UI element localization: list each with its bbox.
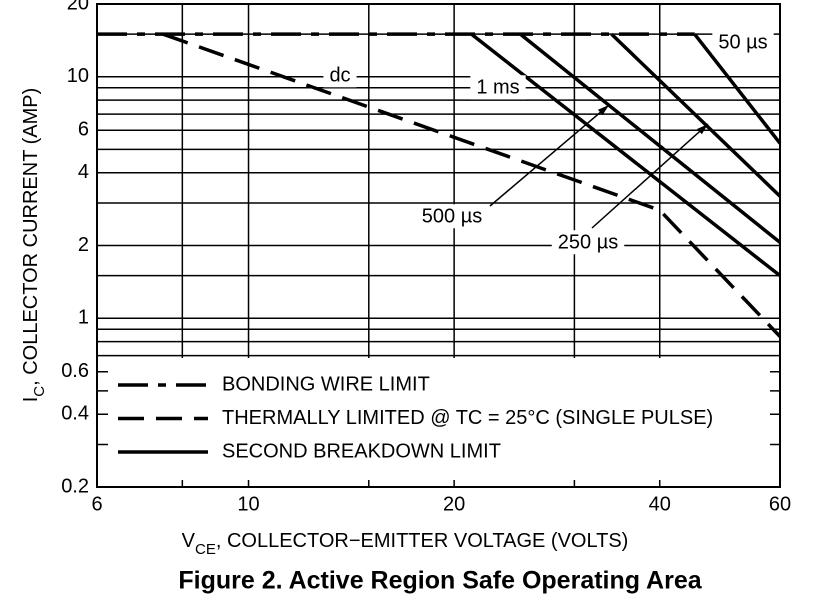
x-tick-label: 20 [443,493,465,515]
annotation: 250 µs [558,231,618,253]
x-tick-label: 60 [769,493,791,515]
y-tick-label: 0.6 [61,360,89,382]
annotation: dc [329,64,350,86]
y-tick-label: 6 [78,119,89,141]
x-tick-label: 6 [91,493,102,515]
y-tick-label: 2 [78,234,89,256]
x-axis-label-part: , COLLECTOR−EMITTER VOLTAGE (VOLTS) [216,530,628,552]
arrow [591,123,709,229]
annotation-bg [551,230,625,255]
x-tick-label: 40 [649,493,671,515]
y-axis-label: IC, COLLECTOR CURRENT (AMP) [20,88,48,403]
annotation-bg [470,75,526,100]
y-axis-label-part: I [20,397,42,403]
arrow-head [697,124,708,135]
annotation: 500 µs [422,205,482,227]
arrow-head [597,105,609,116]
plot-frame [96,3,781,488]
y-tick-label: 20 [67,0,89,14]
annotation: 50 µs [718,31,767,53]
y-tick-label: 4 [78,161,89,183]
x-axis-label-part: CE [195,541,216,558]
y-tick-label: 0.4 [61,403,89,425]
annotation-bg [712,30,774,55]
y-tick-label: 0.2 [61,475,89,497]
y-tick-label: 1 [78,306,89,328]
annotation-bg [323,63,357,88]
y-axis-label-part: , COLLECTOR CURRENT (AMP) [20,88,42,386]
arrow [489,104,610,207]
legend-label: THERMALLY LIMITED @ TC = 25°C (SINGLE PU… [222,407,713,429]
legend-label: SECOND BREAKDOWN LIMIT [222,440,501,462]
y-tick-label: 10 [67,65,89,87]
chart-title: Figure 2. Active Region Safe Operating A… [178,567,702,595]
x-tick-label: 10 [237,493,259,515]
series-line [470,32,782,278]
annotation-bg [415,204,489,229]
series-line [162,32,782,338]
x-axis-label: VCE, COLLECTOR−EMITTER VOLTAGE (VOLTS) [182,530,629,558]
legend-label: BONDING WIRE LIMIT [222,373,430,395]
legend-box [108,358,770,480]
annotation: 1 ms [476,76,519,98]
y-axis-label-part: C [31,386,48,397]
x-axis-label-part: V [182,530,196,552]
